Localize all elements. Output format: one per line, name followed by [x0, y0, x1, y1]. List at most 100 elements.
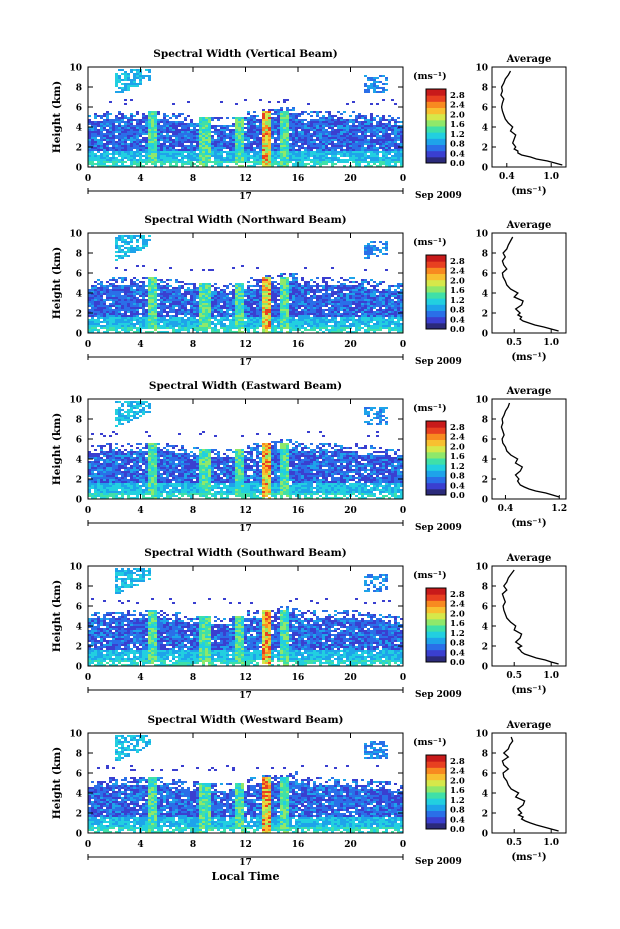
heatmap-cell [361, 327, 364, 329]
heatmap-cell [217, 147, 220, 149]
heatmap-cell [145, 299, 148, 301]
heatmap-cell [286, 325, 289, 327]
heatmap-cell [127, 133, 130, 135]
heatmap-cell [121, 289, 124, 291]
heatmap-cell [91, 149, 94, 151]
average-y-tick-label: 8 [482, 84, 488, 94]
heatmap-cell [391, 125, 394, 127]
heatmap-cell [133, 295, 136, 297]
heatmap-cell [157, 289, 160, 291]
heatmap-cell [373, 85, 376, 87]
heatmap-cell [118, 293, 121, 295]
heatmap-cell [100, 139, 103, 141]
heatmap-cell [118, 119, 121, 121]
heatmap-cell [181, 133, 184, 135]
heatmap-cell [202, 331, 205, 333]
heatmap-cell [337, 129, 340, 131]
heatmap-cell [343, 155, 346, 157]
heatmap-cell [133, 281, 136, 283]
heatmap-cell [127, 319, 130, 321]
heatmap-cell [127, 153, 130, 155]
heatmap-cell [382, 143, 385, 145]
heatmap-cell [271, 123, 274, 125]
heatmap-cell [193, 311, 196, 313]
heatmap-cell [169, 127, 172, 129]
heatmap-cell [283, 273, 286, 275]
heatmap-cell [208, 141, 211, 143]
heatmap-cell [88, 143, 91, 145]
heatmap-cell [304, 313, 307, 315]
heatmap-cell [223, 293, 226, 295]
heatmap-cell [121, 281, 124, 283]
colorbar-segment [426, 101, 446, 108]
heatmap-cell [142, 243, 145, 245]
heatmap-cell [94, 321, 97, 323]
heatmap-cell [313, 307, 316, 309]
heatmap-cell [283, 149, 286, 151]
heatmap-cell [121, 317, 124, 319]
heatmap-cell [376, 143, 379, 145]
heatmap-cell [163, 307, 166, 309]
heatmap-cell [148, 307, 151, 309]
heatmap-cell [283, 279, 286, 281]
heatmap-cell [184, 289, 187, 291]
heatmap-cell [229, 331, 232, 333]
heatmap-cell [97, 321, 100, 323]
heatmap-cell [322, 157, 325, 159]
heatmap-cell [325, 315, 328, 317]
heatmap-cell [163, 311, 166, 313]
heatmap-cell [115, 85, 118, 87]
heatmap-cell [250, 291, 253, 293]
heatmap-cell [154, 319, 157, 321]
heatmap-cell [304, 165, 307, 167]
heatmap-cell [151, 283, 154, 285]
heatmap-cell [130, 151, 133, 153]
heatmap-cell [106, 145, 109, 147]
heatmap-cell [199, 119, 202, 121]
heatmap-cell [301, 143, 304, 145]
heatmap-cell [361, 139, 364, 141]
heatmap-cell [184, 129, 187, 131]
heatmap-cell [181, 307, 184, 309]
heatmap-cell [259, 325, 262, 327]
heatmap-cell [397, 157, 400, 159]
heatmap-cell [388, 149, 391, 151]
heatmap-cell [151, 319, 154, 321]
heatmap-cell [265, 319, 268, 321]
heatmap-cell [313, 157, 316, 159]
heatmap-cell [268, 109, 271, 111]
heatmap-cell [304, 319, 307, 321]
heatmap-cell [106, 325, 109, 327]
heatmap-cell [181, 155, 184, 157]
heatmap-field [88, 69, 403, 167]
heatmap-cell [124, 285, 127, 287]
heatmap-cell [313, 301, 316, 303]
heatmap-cell [253, 315, 256, 317]
heatmap-cell [232, 295, 235, 297]
panel-2: Spectral Width (Northward Beam)0246810He… [51, 214, 567, 368]
heatmap-cell [115, 289, 118, 291]
heatmap-cell [193, 305, 196, 307]
heatmap-cell [346, 139, 349, 141]
heatmap-cell [346, 285, 349, 287]
heatmap-cell [346, 151, 349, 153]
heatmap-cell [298, 315, 301, 317]
heatmap-cell [142, 237, 145, 239]
heatmap-cell [283, 125, 286, 127]
heatmap-cell [283, 295, 286, 297]
heatmap-cell [217, 133, 220, 135]
heatmap-cell [316, 135, 319, 137]
heatmap-cell [199, 317, 202, 319]
heatmap-cell [322, 133, 325, 135]
heatmap-cell [352, 331, 355, 333]
heatmap-cell [250, 141, 253, 143]
heatmap-cell [265, 131, 268, 133]
heatmap-cell [214, 117, 217, 119]
heatmap-cell [124, 317, 127, 319]
heatmap-cell [142, 311, 145, 313]
heatmap-cell [349, 125, 352, 127]
heatmap-cell [295, 145, 298, 147]
heatmap-cell [202, 325, 205, 327]
heatmap-cell [256, 125, 259, 127]
heatmap-cell [124, 129, 127, 131]
